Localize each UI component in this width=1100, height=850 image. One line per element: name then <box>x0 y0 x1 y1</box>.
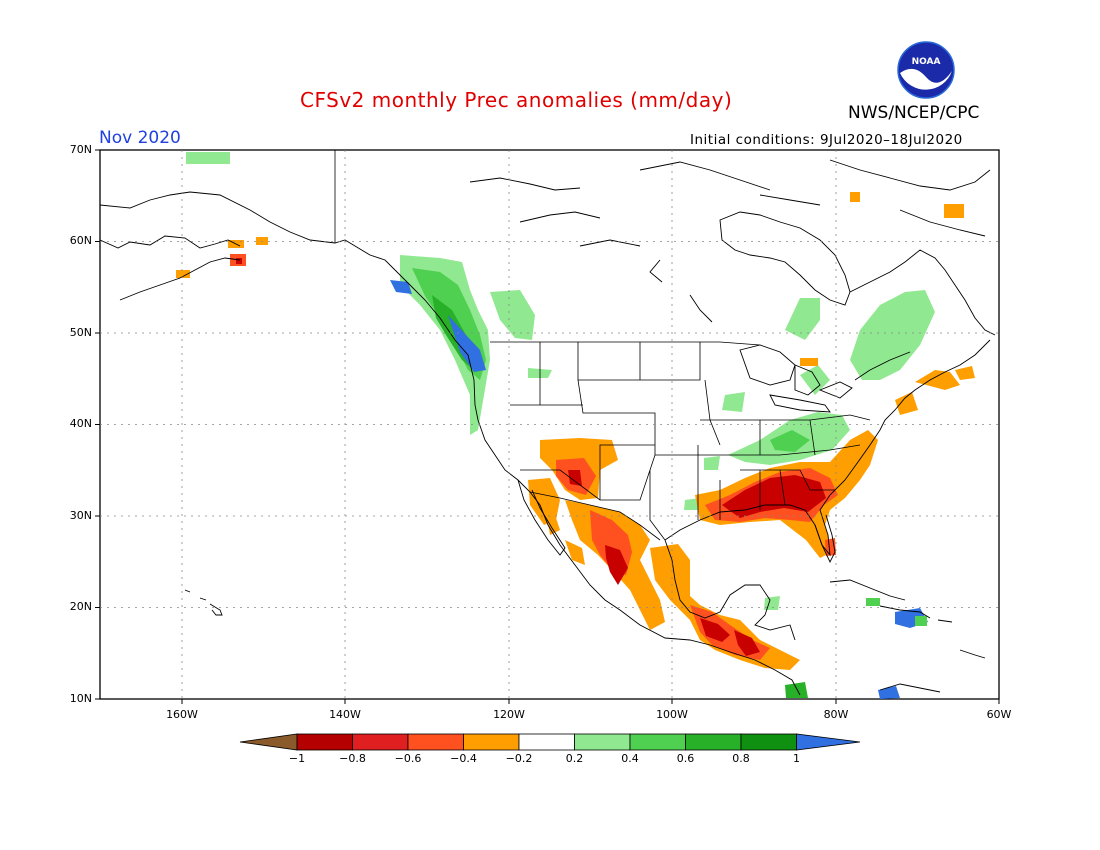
lon-label-80w: 80W <box>823 708 849 721</box>
colorbar-segment <box>407 733 464 751</box>
lat-label-10n: 10N <box>69 692 92 705</box>
lon-label-60w: 60W <box>986 708 1012 721</box>
initial-conditions: Initial conditions: 9Jul2020–18Jul2020 <box>690 132 963 148</box>
colorbar-segment <box>463 733 520 751</box>
lon-label-120w: 120W <box>493 708 525 721</box>
lat-label-50n: 50N <box>69 326 92 339</box>
southeast-us-dry <box>695 430 878 558</box>
anomaly-fields <box>176 152 975 699</box>
coastlines <box>99 159 996 696</box>
lon-label-100w: 100W <box>656 708 688 721</box>
colorbar-tick-label: −0.4 <box>450 752 477 765</box>
map-title: CFSv2 monthly Prec anomalies (mm/day) <box>300 88 733 112</box>
colorbar-segment <box>296 733 353 751</box>
colorbar-segment <box>629 733 686 751</box>
gridlines <box>100 150 999 699</box>
noaa-logo-text: NOAA <box>912 57 941 67</box>
colorbar-tick-label: 1 <box>793 752 800 765</box>
ohio-valley-wet <box>684 392 850 510</box>
colorbar-tick-label: 0.2 <box>565 752 584 765</box>
colorbar-segment <box>574 733 631 751</box>
colorbar-tick-label: −0.2 <box>505 752 533 765</box>
lat-label-60n: 60N <box>69 234 92 247</box>
colorbar-left-arrow <box>239 733 298 751</box>
colorbar <box>239 733 861 751</box>
quebec-wet <box>785 290 935 395</box>
lon-label-160w: 160W <box>166 708 198 721</box>
colorbar-segment <box>740 733 797 751</box>
lat-label-30n: 30N <box>69 509 92 522</box>
lon-label-140w: 140W <box>329 708 361 721</box>
colorbar-tick-label: 0.4 <box>621 752 639 765</box>
hispaniola-wet <box>764 596 928 699</box>
colorbar-tick-label: −1 <box>288 752 306 765</box>
tick-marks <box>95 149 1000 704</box>
colorbar-tick-label: −0.6 <box>394 752 422 765</box>
noaa-logo: NOAA <box>897 41 955 99</box>
colorbar-segment <box>685 733 742 751</box>
agency-label: NWS/NCEP/CPC <box>848 103 980 123</box>
colorbar-tick-label: 0.6 <box>676 752 695 765</box>
northeast-dry <box>800 192 975 415</box>
mexico-dry <box>545 500 800 670</box>
colorbar-tick-label: −0.8 <box>339 752 366 765</box>
lat-label-20n: 20N <box>69 600 92 613</box>
lat-label-40n: 40N <box>69 417 92 430</box>
forecast-month: Nov 2020 <box>99 128 181 148</box>
colorbar-segment <box>518 733 575 751</box>
pacific-northwest-wet <box>390 255 552 435</box>
political-boundaries <box>334 150 911 541</box>
colorbar-right-arrow <box>796 733 861 751</box>
lat-label-70n: 70N <box>69 143 92 156</box>
colorbar-segment <box>352 733 409 751</box>
colorbar-tick-label: 0.8 <box>732 752 750 765</box>
